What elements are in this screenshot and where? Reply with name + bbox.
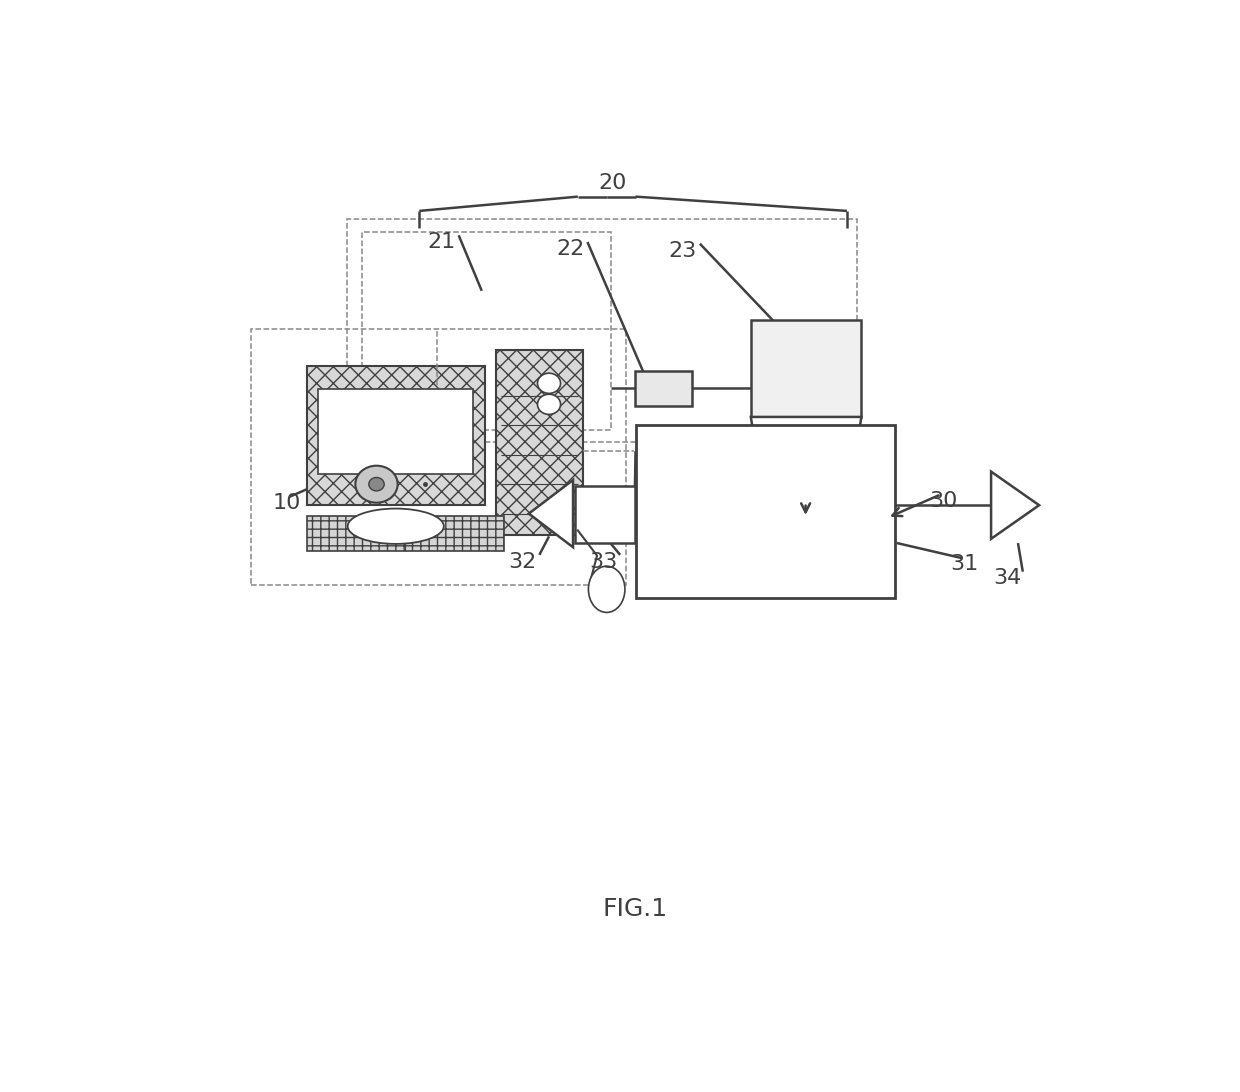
Ellipse shape bbox=[589, 566, 625, 613]
Text: 22: 22 bbox=[556, 239, 584, 259]
Text: 31: 31 bbox=[950, 554, 978, 574]
Bar bbox=[362, 232, 611, 429]
Text: FIG.1: FIG.1 bbox=[603, 897, 668, 921]
Circle shape bbox=[537, 394, 560, 414]
Text: 33: 33 bbox=[590, 551, 618, 571]
Text: 23: 23 bbox=[668, 241, 697, 261]
Text: 10: 10 bbox=[273, 492, 300, 512]
Text: 21: 21 bbox=[428, 232, 455, 252]
Bar bbox=[635, 425, 895, 597]
Text: 20: 20 bbox=[598, 174, 626, 193]
Polygon shape bbox=[991, 472, 1039, 538]
Circle shape bbox=[537, 373, 560, 393]
Bar bbox=[575, 486, 635, 543]
Bar bbox=[319, 389, 474, 474]
Bar bbox=[496, 349, 583, 535]
Bar bbox=[306, 367, 485, 506]
Polygon shape bbox=[751, 417, 862, 501]
Bar bbox=[347, 219, 857, 442]
Bar bbox=[250, 329, 626, 585]
Text: 32: 32 bbox=[508, 551, 536, 571]
Bar bbox=[751, 320, 862, 417]
Polygon shape bbox=[528, 480, 573, 547]
Text: 30: 30 bbox=[929, 491, 957, 511]
Bar bbox=[635, 370, 692, 406]
Bar bbox=[306, 517, 503, 551]
Circle shape bbox=[356, 465, 398, 502]
Circle shape bbox=[368, 477, 384, 491]
Text: 34: 34 bbox=[993, 568, 1022, 589]
Ellipse shape bbox=[347, 509, 444, 544]
